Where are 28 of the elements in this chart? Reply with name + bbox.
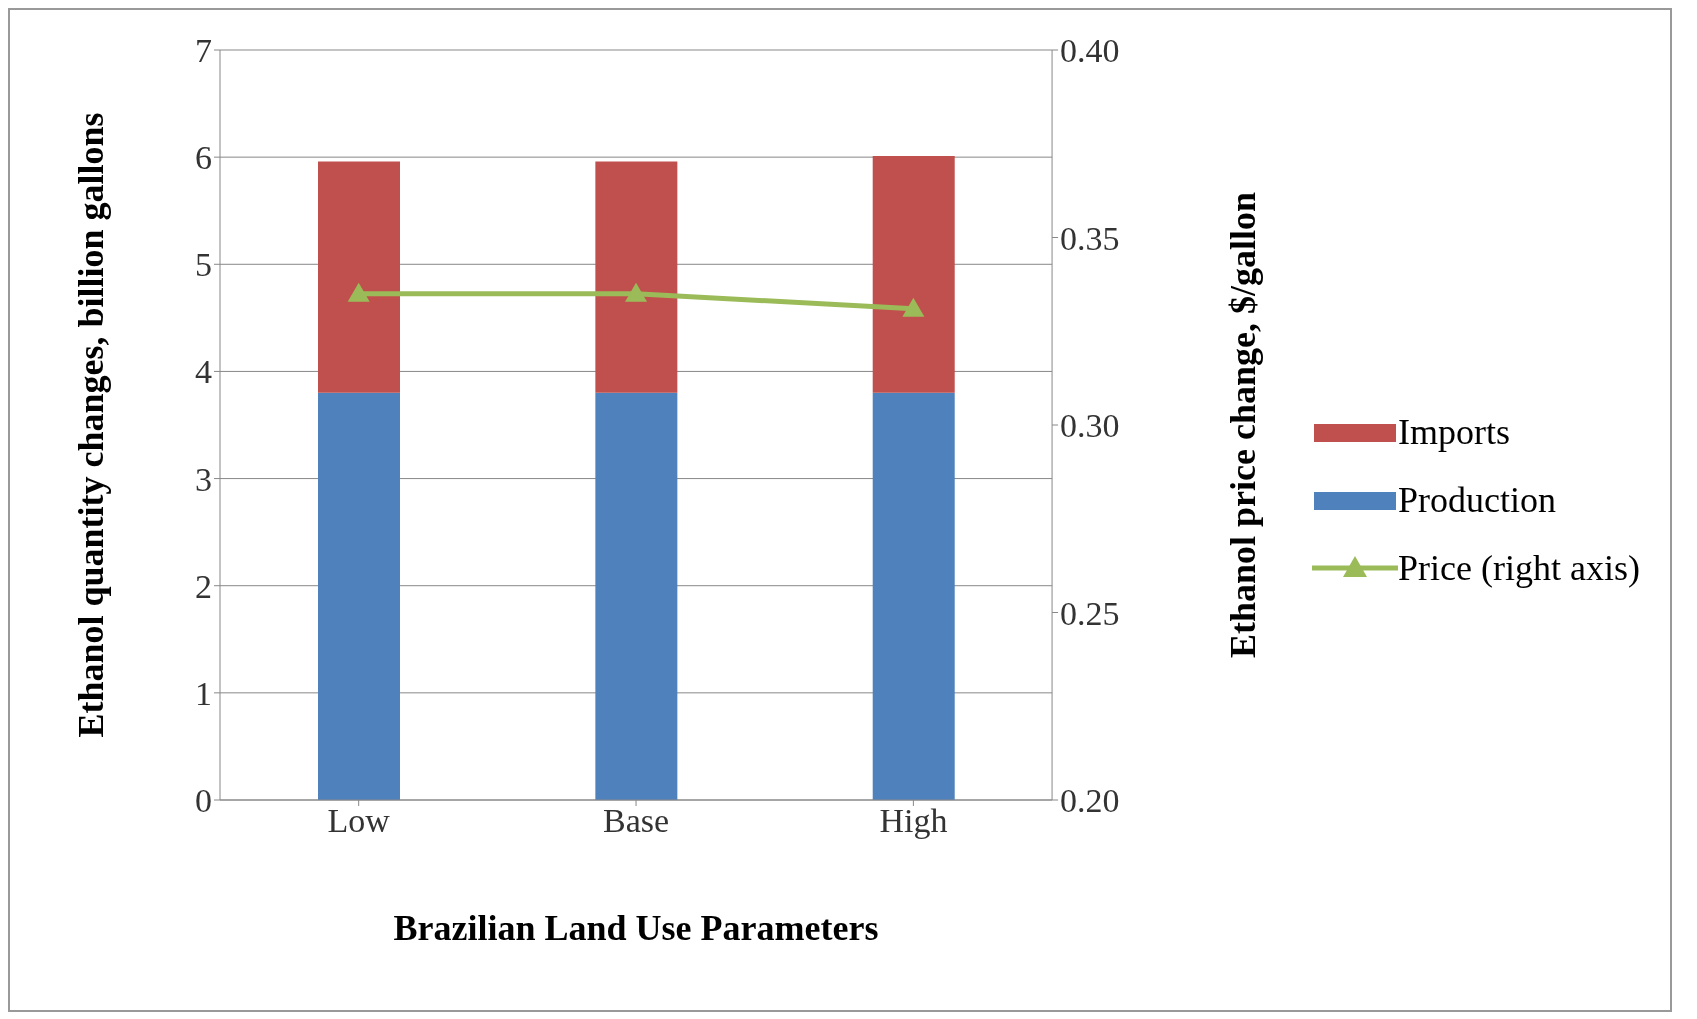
- bar: [318, 161, 400, 393]
- y-tick-label: 7: [195, 32, 212, 70]
- y-tick-label: 2: [195, 567, 212, 605]
- x-tick-label: Base: [602, 802, 670, 840]
- x-tick-label: High: [879, 802, 948, 840]
- y-tick-label: 0: [195, 782, 212, 820]
- y-axis-title: Ethanol quantity changes, billion gallons: [70, 112, 111, 738]
- y2-tick-label: 0.30: [1060, 407, 1120, 445]
- x-axis-title: Brazilian Land Use Parameters: [393, 908, 879, 948]
- bar: [595, 392, 678, 800]
- y-tick-label: 3: [195, 460, 212, 498]
- legend-label: Imports: [1398, 411, 1511, 453]
- y2-tick-label: 0.20: [1060, 782, 1120, 820]
- y2-axis-title: Ethanol price change, $/gallon: [1222, 191, 1263, 659]
- bar: [872, 156, 955, 393]
- x-tick-label: Low: [327, 802, 391, 840]
- y2-tick-label: 0.40: [1060, 32, 1120, 70]
- y2-tick-label: 0.35: [1060, 219, 1120, 257]
- y-tick-label: 6: [195, 139, 212, 177]
- bar: [872, 392, 955, 800]
- legend-label: Price (right axis): [1398, 547, 1640, 589]
- bar: [318, 392, 400, 800]
- legend-label: Production: [1398, 479, 1557, 521]
- y2-tick-label: 0.25: [1060, 594, 1120, 632]
- y-tick-label: 1: [195, 674, 212, 712]
- y-tick-label: 4: [195, 353, 212, 391]
- bar: [595, 161, 678, 393]
- y-tick-label: 5: [195, 246, 212, 284]
